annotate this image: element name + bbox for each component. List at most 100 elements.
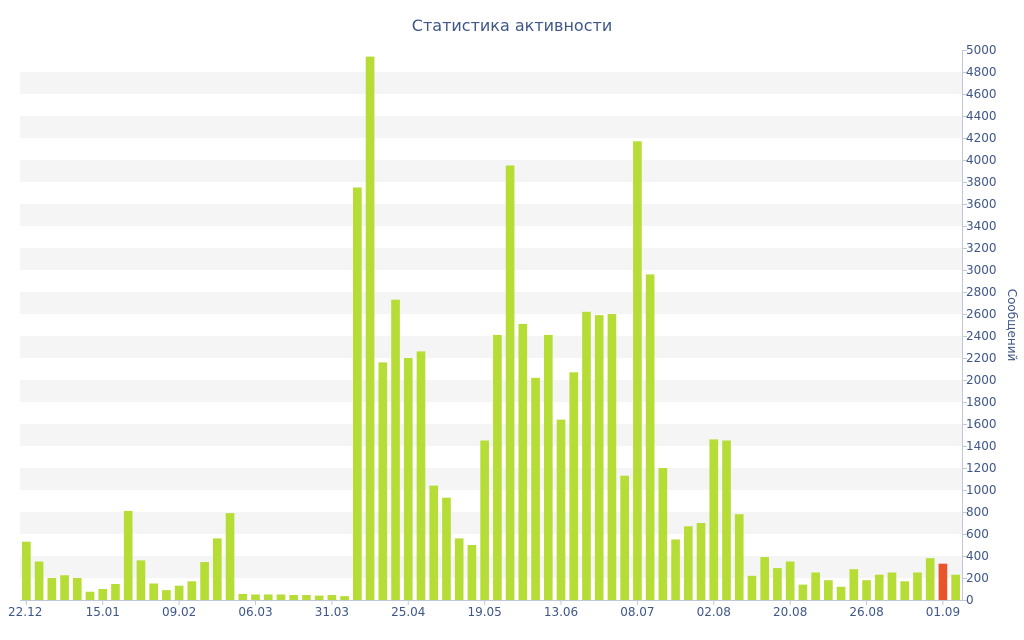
y-tick-label: 1800 <box>966 395 997 409</box>
bar <box>238 593 248 600</box>
y-tick-label: 4800 <box>966 65 997 79</box>
y-tick-label: 2400 <box>966 329 997 343</box>
bar <box>98 589 108 600</box>
bar <box>200 562 209 600</box>
bar <box>442 497 451 600</box>
x-tick-label: 25.04 <box>391 605 425 619</box>
bar <box>709 439 719 600</box>
y-tick-label: 200 <box>966 571 989 585</box>
bar <box>72 578 82 600</box>
y-tick-label: 4400 <box>966 109 997 123</box>
bar <box>416 351 426 600</box>
bar <box>123 510 133 600</box>
bar <box>34 561 44 600</box>
bar <box>429 485 439 600</box>
grid-band <box>20 160 962 182</box>
bar <box>773 568 782 600</box>
bar <box>251 594 260 600</box>
bar <box>683 526 693 600</box>
bar <box>824 580 833 600</box>
bar <box>620 475 629 600</box>
bar <box>900 581 910 600</box>
x-tick-label: 19.05 <box>467 605 501 619</box>
y-tick-label: 3400 <box>966 219 997 233</box>
y-tick-label: 2000 <box>966 373 997 387</box>
bar <box>633 141 642 601</box>
bar <box>302 595 311 600</box>
bar <box>403 358 413 600</box>
bar <box>925 558 935 600</box>
y-tick-label: 1400 <box>966 439 997 453</box>
y-tick-label: 3200 <box>966 241 997 255</box>
bar <box>696 523 706 600</box>
y-tick-label: 600 <box>966 527 989 541</box>
bar <box>594 315 604 600</box>
bar <box>162 590 171 600</box>
bar <box>212 538 222 600</box>
bar <box>174 585 184 600</box>
bar <box>111 584 120 600</box>
bar <box>136 560 146 600</box>
bar <box>645 274 655 600</box>
bar <box>518 323 528 600</box>
y-tick-label: 2200 <box>966 351 997 365</box>
x-tick-label: 31.03 <box>315 605 349 619</box>
bar <box>149 583 158 600</box>
bar <box>505 165 515 600</box>
bar <box>378 362 388 600</box>
bar <box>951 574 960 600</box>
bar <box>60 575 69 600</box>
y-tick-label: 4200 <box>966 131 997 145</box>
bar-current <box>938 563 948 600</box>
y-tick-label: 0 <box>966 593 974 607</box>
grid-band <box>20 248 962 270</box>
x-tick-label: 26.08 <box>849 605 883 619</box>
bar <box>22 541 31 600</box>
x-tick-label: 09.02 <box>162 605 196 619</box>
bar <box>365 56 375 601</box>
y-tick-label: 4000 <box>966 153 997 167</box>
bar <box>798 584 808 600</box>
bar <box>531 377 540 600</box>
bar <box>391 299 400 600</box>
bar <box>887 572 897 600</box>
grid-band <box>20 336 962 358</box>
x-tick-label: 22.12 <box>8 605 42 619</box>
y-tick-label: 2600 <box>966 307 997 321</box>
bar <box>836 586 846 600</box>
bar <box>722 440 731 600</box>
bar <box>671 539 680 600</box>
bar <box>276 594 286 600</box>
bar <box>734 514 744 600</box>
bar <box>493 334 502 600</box>
bar <box>760 557 770 600</box>
grid-band <box>20 468 962 490</box>
grid-band <box>20 512 962 534</box>
bar <box>543 334 553 600</box>
grid-band <box>20 292 962 314</box>
y-tick-label: 2800 <box>966 285 997 299</box>
bar <box>454 538 464 600</box>
bar <box>327 595 337 600</box>
bar <box>862 580 871 600</box>
grid-band <box>20 72 962 94</box>
grid-band <box>20 204 962 226</box>
grid-band <box>20 424 962 446</box>
y-axis-label: Сообщений <box>1005 289 1019 362</box>
bar <box>874 574 884 600</box>
bar <box>849 569 859 600</box>
bar <box>47 578 57 600</box>
x-tick-label: 13.06 <box>544 605 578 619</box>
bar <box>187 581 197 600</box>
bar <box>747 575 757 600</box>
grid-band <box>20 556 962 578</box>
bar <box>85 591 95 600</box>
y-tick-label: 1600 <box>966 417 997 431</box>
y-tick-label: 400 <box>966 549 989 563</box>
x-tick-label: 08.07 <box>620 605 654 619</box>
bar <box>353 187 362 600</box>
bar <box>582 311 591 600</box>
y-tick-label: 1200 <box>966 461 997 475</box>
